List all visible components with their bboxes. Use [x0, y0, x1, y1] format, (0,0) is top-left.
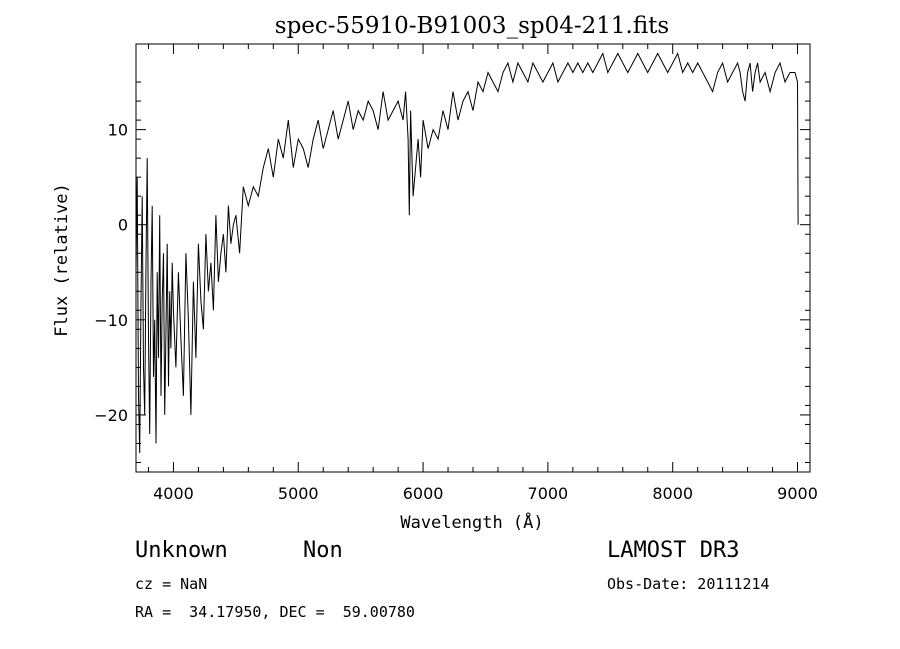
- x-axis-label: Wavelength (Å): [400, 511, 543, 533]
- axis-ticks: [136, 44, 810, 472]
- tick-labels: 4000 5000 6000 7000 8000 9000 −20 −10 0 10: [94, 121, 818, 503]
- y-tick-label: 10: [108, 121, 128, 140]
- spectral-class: Unknown: [135, 538, 228, 563]
- obs-date-label: Obs-Date: 20111214: [607, 575, 770, 593]
- survey-label: LAMOST DR3: [607, 538, 740, 563]
- y-tick-label: 0: [118, 216, 128, 235]
- x-tick-label: 9000: [777, 484, 818, 503]
- x-tick-label: 7000: [528, 484, 569, 503]
- y-axis-label: Flux (relative): [52, 183, 72, 337]
- redshift-label: cz = NaN: [135, 575, 208, 593]
- x-tick-label: 6000: [403, 484, 444, 503]
- spectral-subclass: Non: [303, 538, 343, 563]
- spectrum-line: [135, 52, 799, 454]
- x-tick-label: 5000: [278, 484, 319, 503]
- x-tick-label: 4000: [153, 484, 194, 503]
- coordinates-label: RA = 34.17950, DEC = 59.00780: [135, 603, 415, 621]
- x-tick-label: 8000: [652, 484, 693, 503]
- chart-title: spec-55910-B91003_sp04-211.fits: [275, 13, 669, 39]
- y-tick-label: −20: [94, 406, 128, 425]
- y-tick-label: −10: [94, 311, 128, 330]
